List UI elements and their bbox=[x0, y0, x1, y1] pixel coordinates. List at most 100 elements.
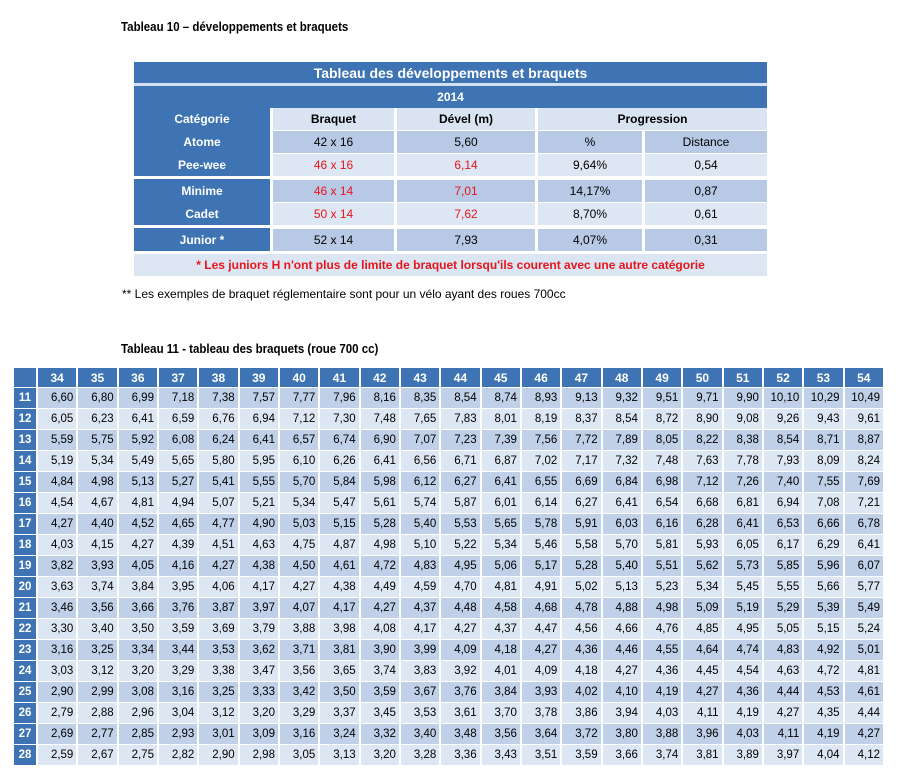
development-cell: 4,50 bbox=[279, 556, 319, 576]
development-cell: 4,98 bbox=[78, 472, 117, 492]
development-cell: 3,86 bbox=[562, 703, 601, 723]
development-cell: 4,76 bbox=[642, 619, 682, 639]
category-cell: Minime bbox=[134, 179, 270, 202]
development-cell: 4,19 bbox=[723, 703, 762, 723]
development-cell: 4,59 bbox=[400, 577, 440, 597]
development-cell: 6,28 bbox=[683, 514, 722, 534]
development-cell: 5,19 bbox=[38, 451, 77, 471]
development-cell: 5,66 bbox=[804, 577, 843, 597]
development-cell: 2,82 bbox=[158, 745, 198, 765]
development-cell: 5,05 bbox=[763, 619, 803, 639]
development-cell: 5,61 bbox=[360, 493, 399, 513]
category-cell: Pee-wee bbox=[134, 153, 270, 176]
development-cell: 2,90 bbox=[38, 682, 77, 702]
development-cell: 4,19 bbox=[804, 724, 843, 744]
chainring-header: 39 bbox=[239, 368, 278, 387]
development-cell: 3,56 bbox=[78, 598, 117, 618]
development-cell: 3,20 bbox=[360, 745, 399, 765]
development-cell: 6,71 bbox=[441, 451, 480, 471]
development-cell: 3,20 bbox=[239, 703, 278, 723]
development-cell: 4,37 bbox=[400, 598, 440, 618]
development-cell: 3,65 bbox=[320, 661, 359, 681]
development-cell: 4,81 bbox=[844, 661, 883, 681]
development-cell: 6,08 bbox=[158, 430, 198, 450]
development-cell: 7,63 bbox=[683, 451, 722, 471]
sprocket-header: 14 bbox=[14, 451, 36, 471]
development-cell: 6,16 bbox=[642, 514, 682, 534]
development-cell: 3,56 bbox=[481, 724, 520, 744]
development-cell: 2,77 bbox=[78, 724, 117, 744]
development-cell: 3,59 bbox=[360, 682, 399, 702]
development-cell: 5,28 bbox=[360, 514, 399, 534]
development-cell: 7,69 bbox=[844, 472, 883, 492]
development-cell: 4,09 bbox=[441, 640, 480, 660]
development-cell: 4,70 bbox=[441, 577, 480, 597]
development-cell: 3,48 bbox=[441, 724, 480, 744]
development-cell: 4,85 bbox=[683, 619, 722, 639]
development-cell: 7,48 bbox=[360, 409, 399, 429]
development-cell: 5,70 bbox=[279, 472, 319, 492]
development-cell: 4,58 bbox=[481, 598, 520, 618]
sprocket-header: 25 bbox=[14, 682, 36, 702]
development-cell: 3,90 bbox=[360, 640, 399, 660]
braquet-header: Braquet bbox=[270, 108, 394, 130]
development-cell: 7,30 bbox=[320, 409, 359, 429]
development-cell: 5,15 bbox=[320, 514, 359, 534]
development-cell: 7,23 bbox=[441, 430, 480, 450]
development-cell: 5,70 bbox=[602, 535, 641, 555]
chainring-header: 43 bbox=[400, 368, 440, 387]
development-cell: 3,25 bbox=[78, 640, 117, 660]
table-row: 11 6,60 6,80 6,99 7,18 7,38 7,57 7,77 7,96 8,16 8,… bbox=[14, 388, 883, 408]
development-cell: 2,79 bbox=[38, 703, 77, 723]
development-cell: 3,67 bbox=[400, 682, 440, 702]
sprocket-header: 19 bbox=[14, 556, 36, 576]
table-row: 15 4,84 4,98 5,13 5,27 5,41 5,55 5,70 5,84 5,98 6,… bbox=[14, 472, 883, 492]
development-cell: 5,98 bbox=[360, 472, 399, 492]
development-cell: 6,78 bbox=[844, 514, 883, 534]
development-cell: 3,78 bbox=[521, 703, 561, 723]
development-cell: 5,06 bbox=[481, 556, 520, 576]
development-cell: 10,49 bbox=[844, 388, 883, 408]
development-cell: 3,81 bbox=[683, 745, 722, 765]
devel-cell: 7,01 bbox=[394, 179, 535, 202]
development-cell: 4,01 bbox=[481, 661, 520, 681]
development-cell: 4,40 bbox=[78, 514, 117, 534]
development-cell: 4,92 bbox=[804, 640, 843, 660]
development-cell: 7,40 bbox=[763, 472, 803, 492]
development-cell: 5,96 bbox=[804, 556, 843, 576]
sprocket-header: 13 bbox=[14, 430, 36, 450]
development-cell: 4,36 bbox=[642, 661, 682, 681]
development-cell: 3,66 bbox=[602, 745, 641, 765]
development-cell: 4,98 bbox=[360, 535, 399, 555]
distance-cell: 0,61 bbox=[642, 202, 768, 225]
sprocket-header: 24 bbox=[14, 661, 36, 681]
chainring-header: 34 bbox=[38, 368, 77, 387]
development-cell: 5,15 bbox=[804, 619, 843, 639]
category-header: Catégorie bbox=[134, 108, 270, 130]
chainring-header: 48 bbox=[602, 368, 641, 387]
table-row: 12 6,05 6,23 6,41 6,59 6,76 6,94 7,12 7,30 7,48 7,… bbox=[14, 409, 883, 429]
development-cell: 5,03 bbox=[279, 514, 319, 534]
development-cell: 3,71 bbox=[279, 640, 319, 660]
development-cell: 3,80 bbox=[602, 724, 641, 744]
development-cell: 4,90 bbox=[239, 514, 278, 534]
table-row: 26 2,79 2,88 2,96 3,04 3,12 3,20 3,29 3,37 3,45 3,… bbox=[14, 703, 883, 723]
development-cell: 3,56 bbox=[279, 661, 319, 681]
development-cell: 6,56 bbox=[400, 451, 440, 471]
development-cell: 6,74 bbox=[320, 430, 359, 450]
chainring-header: 45 bbox=[481, 368, 520, 387]
development-cell: 6,29 bbox=[804, 535, 843, 555]
devel-cell: 6,14 bbox=[394, 153, 535, 176]
development-cell: 9,90 bbox=[723, 388, 762, 408]
development-cell: 5,73 bbox=[723, 556, 762, 576]
development-cell: 3,66 bbox=[118, 598, 157, 618]
devel-cell: 5,60 bbox=[394, 130, 535, 153]
development-cell: 4,54 bbox=[723, 661, 762, 681]
development-cell: 5,81 bbox=[642, 535, 682, 555]
development-cell: 5,77 bbox=[844, 577, 883, 597]
development-cell: 6,27 bbox=[441, 472, 480, 492]
development-cell: 7,18 bbox=[158, 388, 198, 408]
development-cell: 3,34 bbox=[118, 640, 157, 660]
chainring-header: 49 bbox=[642, 368, 682, 387]
braquet-cell: 46 x 14 bbox=[270, 179, 394, 202]
